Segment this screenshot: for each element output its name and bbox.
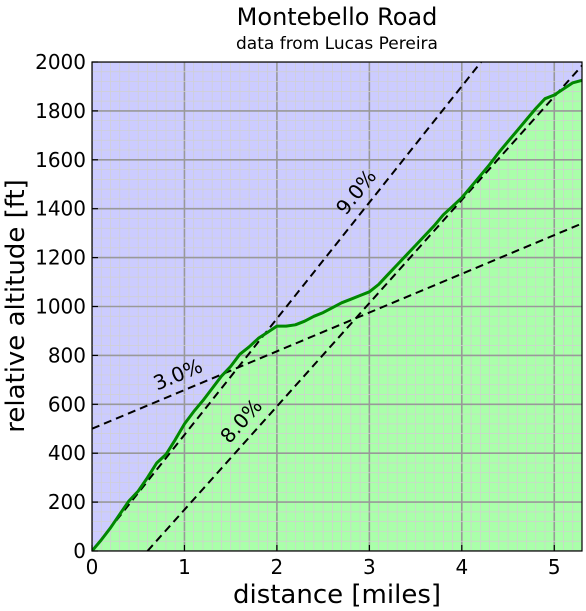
x-tick-label: 2 <box>271 555 284 579</box>
y-tick-label: 1200 <box>35 246 86 270</box>
elevation-profile-line <box>92 78 582 551</box>
y-tick-label: 400 <box>48 441 86 465</box>
grid <box>92 62 582 551</box>
y-axis-ticks: 0 200 400 600 800 1000 1200 1400 1600 1800 2000 <box>35 50 98 563</box>
x-tick-label: 3 <box>363 555 376 579</box>
reference-line-1 <box>92 222 582 430</box>
y-tick-label: 1400 <box>35 197 86 221</box>
reference-line-3 <box>146 64 582 551</box>
y-tick-label: 600 <box>48 392 86 416</box>
plot-area: 3.0%9.0%8.0% <box>91 61 583 552</box>
y-tick-label: 1000 <box>35 295 86 319</box>
x-axis-ticks: 0 1 2 3 4 5 <box>86 545 561 579</box>
x-tick-label: 5 <box>548 555 561 579</box>
y-tick-label: 800 <box>48 343 86 367</box>
y-tick-label: 1600 <box>35 148 86 172</box>
y-axis-label: relative altitude [ft] <box>1 179 31 433</box>
chart-subtitle: data from Lucas Pereira <box>236 34 438 54</box>
y-tick-label: 200 <box>48 490 86 514</box>
reference-line-2 <box>92 62 483 551</box>
x-tick-label: 1 <box>178 555 191 579</box>
y-tick-label: 1800 <box>35 99 86 123</box>
y-tick-label: 0 <box>73 539 86 563</box>
chart-title: Montebello Road <box>237 3 438 31</box>
y-tick-label: 2000 <box>35 50 86 74</box>
x-tick-label: 0 <box>86 555 99 579</box>
x-tick-label: 4 <box>455 555 468 579</box>
x-axis-label: distance [miles] <box>233 580 441 610</box>
